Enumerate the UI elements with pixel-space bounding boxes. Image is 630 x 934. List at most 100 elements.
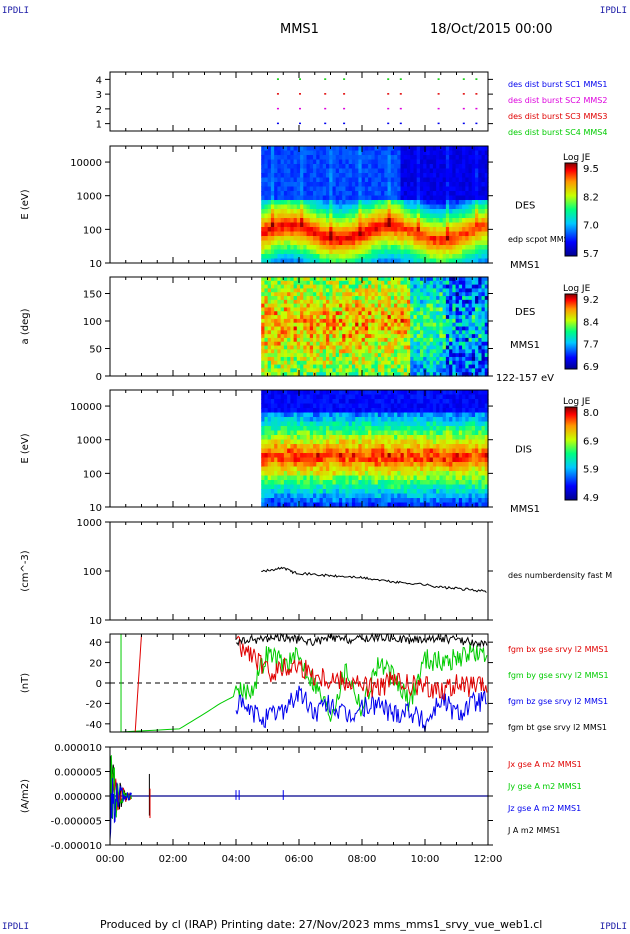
dis_energy-cell <box>361 462 366 468</box>
des_pitch-cell <box>458 353 463 358</box>
dis_energy-cell <box>358 448 363 454</box>
des_pitch-cell <box>445 345 450 350</box>
des_energy-cell <box>326 177 330 183</box>
des_energy-cell <box>442 249 447 255</box>
des_pitch-cell <box>442 356 447 362</box>
des_pitch-cell <box>358 284 363 290</box>
des_pitch-cell <box>277 307 282 312</box>
des_pitch-cell <box>316 330 321 335</box>
des_pitch-cell <box>465 341 470 347</box>
des_energy-cell <box>342 254 347 260</box>
des_pitch-cell <box>283 311 288 316</box>
dis_energy-cell <box>387 390 392 396</box>
des_pitch-cell <box>387 280 392 286</box>
des_pitch-cell <box>309 345 314 350</box>
des_pitch-cell <box>413 334 418 339</box>
dis_energy-cell <box>355 439 359 445</box>
des_pitch-cell <box>345 292 350 297</box>
dis_energy-cell <box>374 435 379 441</box>
des_pitch-cell <box>300 303 304 309</box>
des_pitch-cell <box>413 311 418 316</box>
des_energy-cell <box>458 155 463 161</box>
dis_energy-cell <box>280 394 285 400</box>
des_energy-cell <box>332 150 337 156</box>
des_pitch-cell <box>290 368 295 373</box>
des_pitch-cell <box>410 299 415 305</box>
des_pitch-cell <box>387 284 392 290</box>
des_pitch-cell <box>390 337 395 343</box>
des_pitch-cell <box>283 326 288 331</box>
des_pitch-cell <box>442 296 447 301</box>
des_energy-cell <box>445 240 450 246</box>
des_energy-cell <box>364 159 369 165</box>
dis_energy-cell <box>316 475 321 481</box>
des_energy-cell <box>387 186 392 192</box>
des_energy-cell <box>387 213 392 219</box>
des_energy-cell <box>384 209 389 215</box>
des_energy-cell <box>355 213 359 219</box>
des_energy-cell <box>455 168 460 174</box>
des_pitch-cell <box>261 284 266 290</box>
dis_energy-cell <box>345 430 350 436</box>
des_pitch-cell <box>274 372 278 377</box>
des_energy-cell <box>413 209 418 215</box>
des_pitch-cell <box>377 307 382 312</box>
des_energy-cell <box>442 218 447 224</box>
des_pitch-cell <box>261 303 266 309</box>
des_pitch-cell <box>290 296 295 301</box>
des_energy-cell <box>283 150 288 156</box>
des_pitch-cell <box>462 345 466 350</box>
des_pitch-cell <box>322 303 327 309</box>
dis_energy-cell <box>313 417 317 423</box>
des_pitch-cell <box>351 318 356 324</box>
des_pitch-cell <box>316 356 321 362</box>
des_energy-ytick-label: 1000 <box>77 192 102 203</box>
des_energy-cell <box>342 186 347 192</box>
des_energy-cell <box>261 258 266 264</box>
des_energy-cell <box>351 258 356 264</box>
des_energy-cell <box>322 164 327 170</box>
des_energy-cell <box>410 209 415 215</box>
des_energy-cell <box>270 182 275 188</box>
des_energy-cell <box>358 254 363 260</box>
dis_energy-cell <box>296 403 301 409</box>
des_energy-cell <box>465 182 470 188</box>
des_pitch-cell <box>355 341 359 347</box>
des_pitch-cell <box>410 345 415 350</box>
des_energy-cell <box>355 195 359 201</box>
des_pitch-cell <box>316 334 321 339</box>
des_energy-cell <box>355 236 359 242</box>
des_pitch-cell <box>478 292 483 297</box>
des_pitch-cell <box>484 364 489 369</box>
des_pitch-cell <box>283 318 288 324</box>
des_pitch-cell <box>465 360 470 366</box>
des_pitch-cell <box>381 299 385 305</box>
dis_energy-cell <box>309 475 314 481</box>
des_pitch-cell <box>465 322 470 328</box>
des_energy-cell <box>436 218 440 224</box>
des_pitch-cell <box>387 326 392 331</box>
des_energy-cell <box>397 182 402 188</box>
des_energy-cell <box>338 200 343 206</box>
des_energy-cell <box>449 191 453 197</box>
des_energy-cell <box>319 254 324 260</box>
des_energy-cell <box>426 245 431 251</box>
des_energy-cell <box>371 164 376 170</box>
des_energy-cell <box>468 177 473 183</box>
dis_energy-cell <box>361 444 366 450</box>
des_pitch-cell <box>319 318 324 324</box>
des_pitch-cell <box>436 345 440 350</box>
burst-mark <box>343 93 346 95</box>
dis_energy-cell <box>309 457 314 463</box>
dis_energy-cell <box>270 430 275 436</box>
dis_energy-cell <box>368 390 372 396</box>
des_pitch-cell <box>300 349 304 354</box>
dis_energy-cell <box>267 502 272 508</box>
dis_energy-cell <box>394 399 398 405</box>
des_pitch-cell <box>338 337 343 343</box>
des_pitch-cell <box>309 334 314 339</box>
dis_energy-cell <box>290 502 295 508</box>
des_pitch-cell <box>436 330 440 335</box>
dis_energy-cell <box>335 394 340 400</box>
des_pitch-cell <box>296 360 301 366</box>
